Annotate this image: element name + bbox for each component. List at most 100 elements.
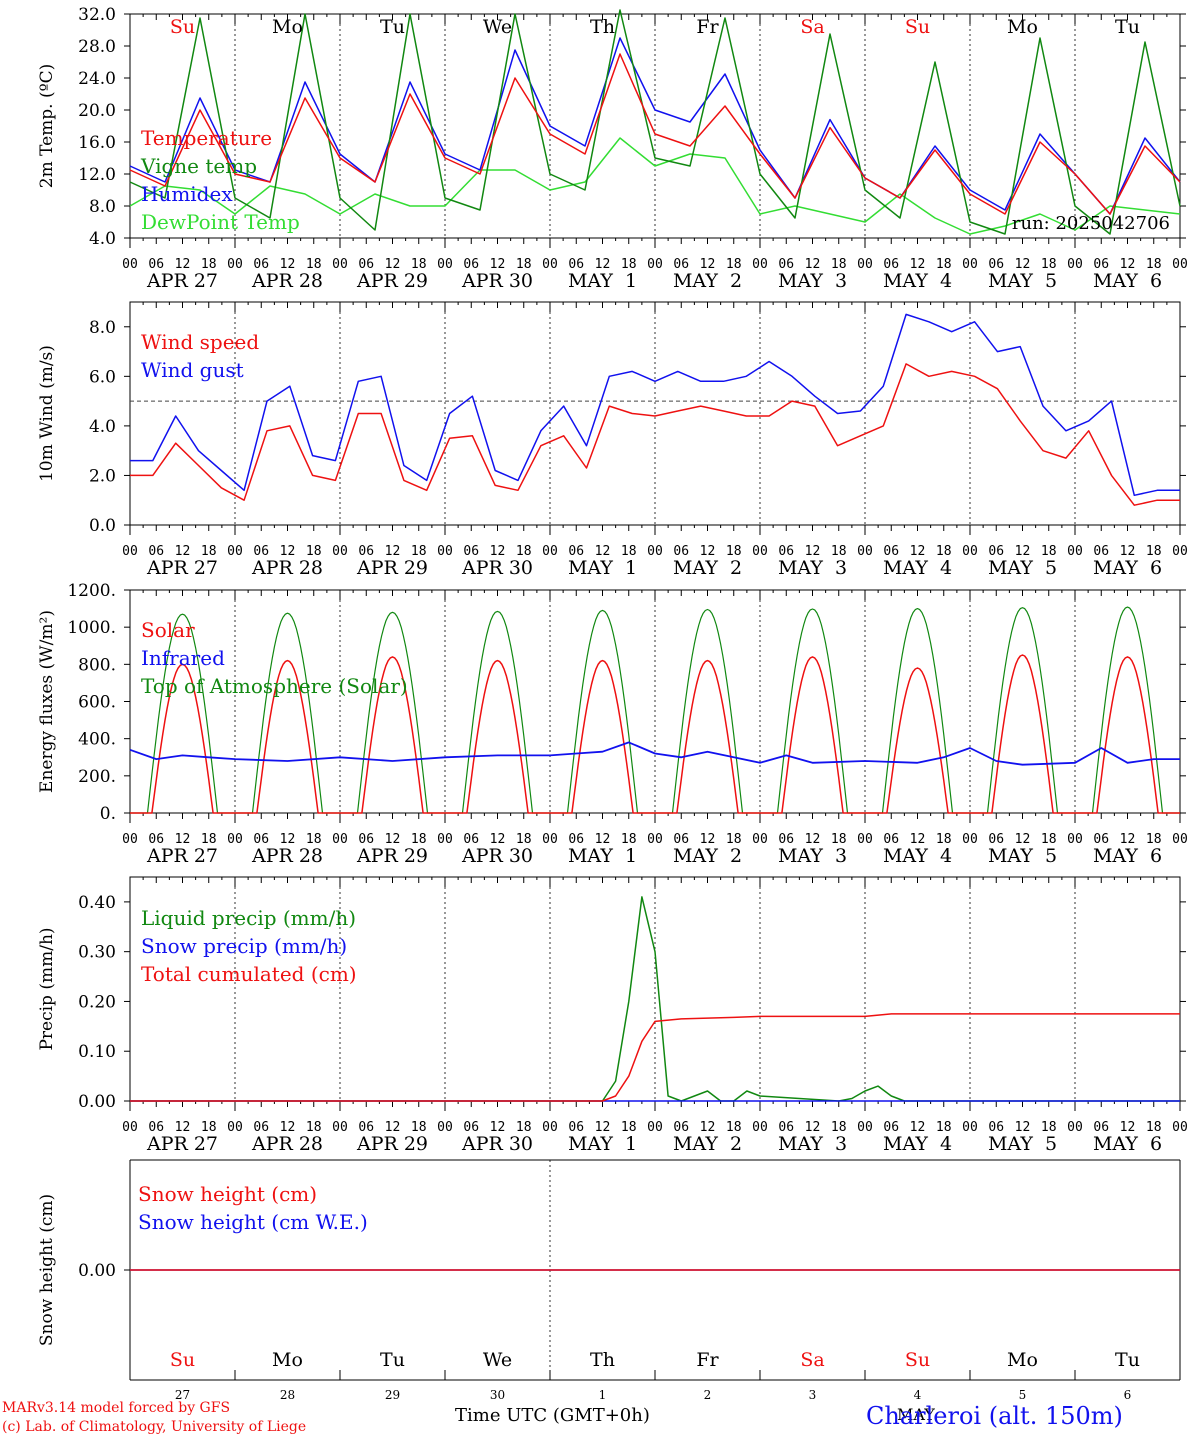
x-axis-0: 00 06 12 18 00 06 12 18 00 06 12 18 00 06 12 18 00 06 12 18…: [122, 14, 1188, 292]
x-hour-label: 12: [385, 544, 401, 559]
x-date-label: APR 27: [146, 557, 218, 579]
x-hour-label: 12: [490, 257, 506, 272]
x-hour-label: 00: [437, 544, 453, 559]
x-hour-label: 18: [1041, 544, 1057, 559]
day-name-4-3: We: [483, 1349, 512, 1371]
x-hour-label: 12: [280, 832, 296, 847]
run-label: run: 2025042706: [1012, 213, 1170, 234]
x-hour-label: 12: [805, 832, 821, 847]
x-hour-label: 12: [1120, 257, 1136, 272]
day-name-0-5: Fr: [696, 16, 719, 38]
day-name-4-0: Su: [170, 1349, 195, 1371]
legend-entry-2-2: Top of Atmosphere (Solar): [141, 674, 408, 698]
x-hour-label: 00: [542, 257, 558, 272]
x-hour-label: 18: [411, 544, 427, 559]
y-axis-label-3: Precip (mm/h): [37, 927, 57, 1050]
x-hour-label: 12: [175, 257, 191, 272]
x-hour-label: 00: [1172, 832, 1188, 847]
legend-entry-1-0: Wind speed: [141, 330, 259, 354]
y-tick-label: 0.: [100, 804, 116, 824]
x-hour-label: 06: [988, 832, 1004, 847]
day-name-0-7: Su: [905, 16, 930, 38]
x-date-label: MAY 6: [1093, 270, 1162, 292]
x-date-label: MAY 5: [988, 1133, 1057, 1155]
x-hour-label: 12: [1120, 544, 1136, 559]
series-temperature: [129, 53, 1181, 215]
x-hour-label: 06: [568, 257, 584, 272]
x-hour-label: 00: [1172, 544, 1188, 559]
x-date-label: MAY 5: [988, 845, 1057, 867]
x-hour-label: 00: [227, 544, 243, 559]
x-hour-label: 06: [673, 544, 689, 559]
x-hour-label: 00: [542, 544, 558, 559]
x-axis-2: 00 06 12 18 00 06 12 18 00 06 12 18 00 06 12 18 00 06 12 18…: [122, 590, 1188, 867]
x-hour-label: 12: [595, 1120, 611, 1135]
x-hour-label: 06: [1093, 832, 1109, 847]
y-axis-4: 0.00: [78, 1261, 130, 1281]
x-date-label: MAY 4: [883, 1133, 952, 1155]
x-hour-label: 00: [1067, 832, 1083, 847]
x-hour-label: 00: [962, 832, 978, 847]
x-hour-label: 06: [253, 1120, 269, 1135]
x-date-label: MAY 6: [1093, 845, 1162, 867]
day-name-0-8: Mo: [1007, 16, 1038, 38]
y-axis-1: 0.0 2.0 4.0 6.0 8.0: [89, 318, 1186, 536]
x-hour-label: 00: [647, 544, 663, 559]
day-name-4-6: Sa: [800, 1349, 824, 1371]
x-date-label: MAY 6: [1093, 1133, 1162, 1155]
x-date-label: MAY 2: [673, 845, 742, 867]
x-hour-label: 12: [280, 257, 296, 272]
y-tick-label: 1000.: [67, 618, 116, 638]
y-tick-label: 32.0: [78, 5, 116, 25]
x-hour-label: 18: [201, 544, 217, 559]
y-tick-label: 0.00: [78, 1261, 116, 1281]
x-date-label: APR 28: [251, 270, 323, 292]
x-hour-label: 00: [437, 1120, 453, 1135]
x-hour-label: 18: [1041, 257, 1057, 272]
x-hour-label: 06: [988, 544, 1004, 559]
x-date-label: APR 29: [356, 1133, 428, 1155]
x-hour-label: 00: [122, 832, 138, 847]
x-date-label: MAY 4: [883, 557, 952, 579]
x-hour-label: 00: [437, 832, 453, 847]
x-hour-label: 18: [936, 832, 952, 847]
x-hour-label: 06: [778, 832, 794, 847]
x-date-label: APR 29: [356, 557, 428, 579]
x-hour-label: 18: [411, 257, 427, 272]
series-wind-gust: [130, 313, 1180, 497]
y-tick-label: 0.0: [89, 516, 116, 536]
x-hour-label: 12: [1015, 257, 1031, 272]
x-hour-label: 06: [568, 544, 584, 559]
x-hour-label: 12: [805, 257, 821, 272]
day-name-0-0: Su: [170, 16, 195, 38]
x-hour-label: 18: [621, 1120, 637, 1135]
x-hour-label: 00: [122, 257, 138, 272]
x-hour-label: 06: [358, 257, 374, 272]
x-hour-label: 12: [805, 544, 821, 559]
x-hour-label: 12: [700, 544, 716, 559]
day-name-0-1: Mo: [272, 16, 303, 38]
legend-entry-4-1: Snow height (cm W.E.): [138, 1210, 368, 1234]
x-hour-label: 00: [227, 832, 243, 847]
x-hour-label: 12: [910, 257, 926, 272]
x-hour-label: 06: [883, 257, 899, 272]
x-hour-label: 00: [332, 1120, 348, 1135]
day-number-9: 6: [1124, 1388, 1132, 1402]
legend-entry-0-0: Temperature: [141, 126, 272, 150]
x-hour-label: 12: [700, 257, 716, 272]
x-date-label: MAY 6: [1093, 557, 1162, 579]
x-hour-label: 18: [831, 257, 847, 272]
x-hour-label: 18: [1146, 257, 1162, 272]
x-hour-label: 00: [122, 1120, 138, 1135]
x-hour-label: 18: [831, 544, 847, 559]
x-date-label: MAY 5: [988, 557, 1057, 579]
x-hour-label: 00: [122, 544, 138, 559]
day-name-4-2: Tu: [380, 1349, 405, 1371]
x-date-label: MAY 3: [778, 845, 847, 867]
x-hour-label: 06: [253, 257, 269, 272]
x-hour-label: 00: [542, 1120, 558, 1135]
x-hour-label: 18: [201, 832, 217, 847]
day-name-0-6: Sa: [800, 16, 824, 38]
x-hour-label: 18: [1041, 832, 1057, 847]
